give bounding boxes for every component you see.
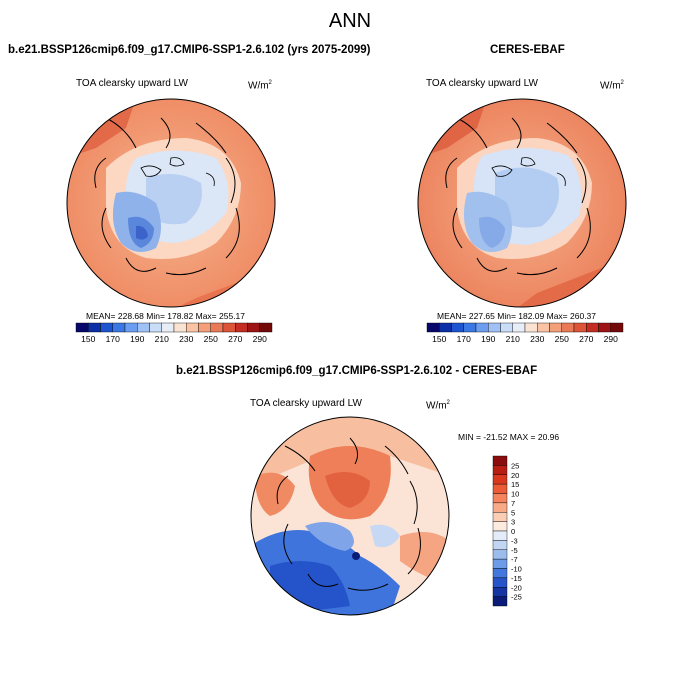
panel3-map: [250, 416, 450, 616]
colorbar-tick-label: 250: [204, 334, 218, 344]
diff-colorbar-tick-label: -25: [511, 593, 522, 602]
diff-colorbar-swatch: [492, 512, 508, 522]
colorbar-swatch: [161, 322, 175, 333]
diff-colorbar-swatch: [492, 465, 508, 475]
colorbar-swatch: [124, 322, 138, 333]
diff-colorbar-tick-label: -10: [511, 565, 522, 574]
panel2-stats: MEAN= 227.65 Min= 182.09 Max= 260.37: [437, 311, 597, 321]
panel3-subtitle: TOA clearsky upward LW: [250, 398, 362, 409]
colorbar-swatch: [586, 322, 599, 333]
panel1-units: W/m2: [248, 80, 272, 92]
panel2-units: W/m2: [600, 80, 624, 92]
colorbar-swatch: [112, 322, 126, 333]
colorbar-swatch: [426, 322, 440, 333]
colorbar-tick-label: 210: [506, 334, 520, 344]
diff-colorbar-tick-label: 0: [511, 527, 515, 536]
colorbar-swatch: [235, 322, 248, 333]
diff-colorbar-tick-label: 7: [511, 499, 515, 508]
panel2-subtitle: TOA clearsky upward LW: [426, 78, 538, 89]
colorbar-swatch: [186, 322, 199, 333]
diff-colorbar-swatch: [492, 474, 508, 485]
page-title: ANN: [328, 10, 372, 32]
colorbar-tick-label: 230: [530, 334, 544, 344]
colorbar-swatch: [173, 322, 187, 333]
colorbar-swatch: [439, 322, 452, 333]
colorbar-swatch: [222, 322, 236, 333]
colorbar-tick-label: 150: [432, 334, 446, 344]
panel3-units: W/m2: [426, 400, 450, 412]
diff-colorbar-swatch: [492, 549, 508, 560]
colorbar-swatch: [259, 322, 273, 333]
panel3-stats: MIN = -21.52 MAX = 20.96: [458, 432, 560, 442]
panel1-stats: MEAN= 228.68 Min= 178.82 Max= 255.17: [86, 311, 246, 321]
colorbar-swatch: [149, 322, 162, 333]
colorbar-swatch: [561, 322, 575, 333]
panel2-title: CERES-EBAF: [490, 44, 565, 56]
colorbar-tick-label: 230: [179, 334, 193, 344]
colorbar-tick-label: 190: [481, 334, 495, 344]
diff-colorbar-tick-label: 3: [511, 518, 515, 527]
colorbar-swatch: [137, 322, 150, 333]
diff-colorbar-tick-label: -5: [511, 546, 518, 555]
diff-colorbar-tick-label: -7: [511, 555, 518, 564]
colorbar-swatch: [524, 322, 538, 333]
colorbar-swatch: [463, 322, 477, 333]
panel3-title: b.e21.BSSP126cmip6.f09_g17.CMIP6-SSP1-2.…: [176, 365, 538, 377]
diff-colorbar-tick-label: 25: [511, 461, 519, 470]
colorbar-tick-label: 290: [253, 334, 267, 344]
colorbar-swatch: [549, 322, 562, 333]
diff-colorbar-swatch: [492, 493, 508, 504]
colorbar-swatch: [198, 322, 211, 333]
panel1-subtitle: TOA clearsky upward LW: [76, 78, 188, 89]
colorbar-tick-label: 270: [228, 334, 242, 344]
colorbar-swatch: [247, 322, 260, 333]
colorbar-tick-label: 210: [155, 334, 169, 344]
diff-colorbar-swatch: [492, 502, 508, 513]
panel1-map: [66, 98, 276, 308]
colorbar-swatch: [451, 322, 464, 333]
diff-colorbar-tick-label: -20: [511, 583, 522, 592]
diff-colorbar-tick-label: 5: [511, 508, 515, 517]
diff-colorbar-tick-label: -3: [511, 536, 518, 545]
panel2-colorbar: 150 170 190 210 230 250 270 290: [426, 322, 624, 344]
diff-colorbar-tick-label: 10: [511, 490, 519, 499]
colorbar-swatch: [475, 322, 489, 333]
colorbar-tick-label: 170: [106, 334, 120, 344]
colorbar-swatch: [100, 322, 113, 333]
diff-colorbar-swatch: [492, 558, 508, 569]
colorbar-swatch: [537, 322, 550, 333]
diff-colorbar-swatch: [492, 577, 508, 588]
colorbar-tick-label: 170: [457, 334, 471, 344]
diff-colorbar-swatch: [492, 568, 508, 579]
panel1-colorbar: 150 170 190 210 230 250 270 290: [75, 322, 273, 344]
colorbar-tick-label: 190: [130, 334, 144, 344]
colorbar-swatch: [75, 322, 89, 333]
colorbar-swatch: [88, 322, 101, 333]
colorbar-tick-label: 290: [604, 334, 618, 344]
colorbar-swatch: [573, 322, 587, 333]
diff-colorbar-swatch: [492, 530, 508, 541]
colorbar-tick-label: 150: [81, 334, 95, 344]
diff-colorbar-swatch: [492, 521, 508, 532]
panel1-title: b.e21.BSSP126cmip6.f09_g17.CMIP6-SSP1-2.…: [8, 44, 371, 56]
diff-colorbar-swatch: [492, 540, 508, 550]
diff-colorbar-swatch: [492, 483, 508, 494]
colorbar-swatch: [512, 322, 526, 333]
colorbar-tick-label: 270: [579, 334, 593, 344]
diff-colorbar-swatch: [492, 596, 508, 607]
panel2-map: [417, 98, 627, 308]
colorbar-swatch: [598, 322, 611, 333]
diff-colorbar-tick-label: 20: [511, 471, 519, 480]
colorbar-swatch: [610, 322, 624, 333]
colorbar-swatch: [500, 322, 513, 333]
colorbar-swatch: [210, 322, 224, 333]
diff-colorbar-tick-label: 15: [511, 480, 519, 489]
colorbar-tick-label: 250: [555, 334, 569, 344]
colorbar-swatch: [488, 322, 501, 333]
diff-colorbar-swatch: [492, 455, 508, 466]
diff-colorbar-swatch: [492, 587, 508, 597]
diff-colorbar-tick-label: -15: [511, 574, 522, 583]
